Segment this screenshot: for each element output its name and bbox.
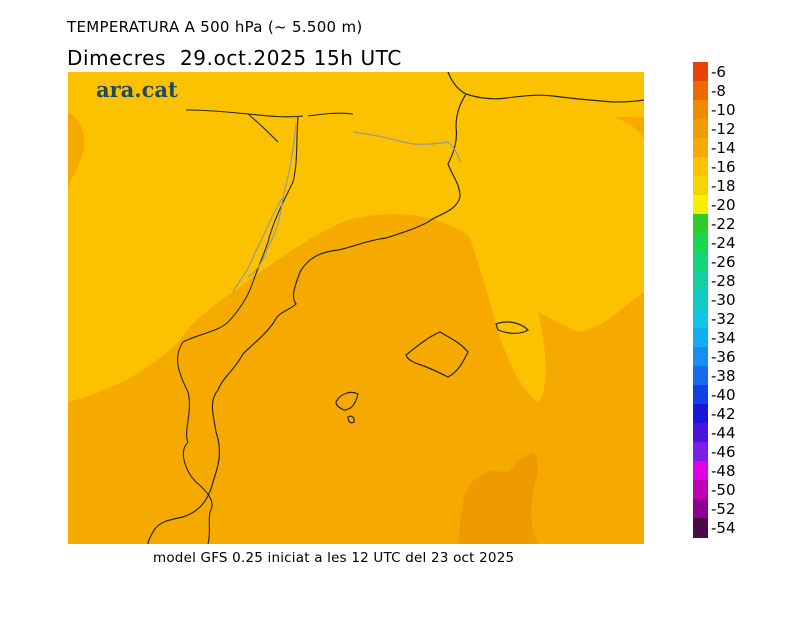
colorbar-tick-label: -20 [711, 196, 736, 214]
colorbar-segment [693, 366, 708, 386]
colorbar-tick-label: -14 [711, 139, 736, 157]
pyrenees-border [352, 131, 461, 163]
colorbar-tick-label: -22 [711, 215, 736, 233]
field-hot-south [458, 453, 538, 544]
colorbar-segment [693, 385, 708, 405]
temperature-map [68, 72, 644, 544]
colorbar-segment [693, 271, 708, 291]
coastline [147, 72, 644, 544]
colorbar-tick-label: -42 [711, 405, 736, 423]
colorbar-segment [693, 176, 708, 196]
colorbar-segment [693, 328, 708, 348]
formentera [347, 415, 355, 424]
colorbar-tick-label: -46 [711, 443, 736, 461]
field-warm-ne [613, 117, 644, 142]
colorbar-segment [693, 252, 708, 272]
colorbar-tick-label: -10 [711, 101, 736, 119]
colorbar-tick-label: -36 [711, 348, 736, 366]
ara-cat-logo: ara.cat [96, 77, 178, 102]
ibiza [335, 391, 359, 411]
mallorca [405, 331, 469, 378]
colorbar-tick-label: -12 [711, 120, 736, 138]
colorbar-tick-label: -24 [711, 234, 736, 252]
colorbar-segment [693, 62, 708, 82]
province-border [232, 121, 297, 293]
colorbar-tick-label: -34 [711, 329, 736, 347]
colorbar-tick-label: -40 [711, 386, 736, 404]
colorbar-tick-label: -18 [711, 177, 736, 195]
colorbar-tick-label: -44 [711, 424, 736, 442]
colorbar-segment [693, 499, 708, 519]
colorbar-tick-label: -26 [711, 253, 736, 271]
field-cool-east [468, 232, 546, 402]
colorbar-tick-label: -52 [711, 500, 736, 518]
field-warm-west [68, 112, 85, 192]
colorbar-tick-label: -38 [711, 367, 736, 385]
colorbar-tick-label: -16 [711, 158, 736, 176]
colorbar-tick-label: -6 [711, 63, 726, 81]
colorbar-tick-label: -54 [711, 519, 736, 537]
colorbar-segment [693, 347, 708, 367]
colorbar-segment [693, 214, 708, 234]
colorbar-tick-label: -32 [711, 310, 736, 328]
colorbar-segment [693, 138, 708, 158]
colorbar-segment [693, 518, 708, 538]
colorbar-tick-label: -50 [711, 481, 736, 499]
colorbar-segment [693, 442, 708, 462]
model-caption: model GFS 0.25 iniciat a les 12 UTC del … [153, 550, 515, 566]
colorbar-segment [693, 309, 708, 329]
colorbar-tick-label: -48 [711, 462, 736, 480]
colorbar-tick-label: -28 [711, 272, 736, 290]
region-border [177, 109, 354, 544]
temperature-colorbar [693, 62, 708, 554]
colorbar-segment [693, 81, 708, 101]
chart-date: Dimecres 29.oct.2025 15h UTC [67, 46, 402, 70]
colorbar-segment [693, 100, 708, 120]
colorbar-segment [693, 480, 708, 500]
colorbar-segment [693, 423, 708, 443]
colorbar-segment [693, 404, 708, 424]
colorbar-segment [693, 195, 708, 215]
menorca [495, 321, 529, 334]
colorbar-segment [693, 461, 708, 481]
colorbar-segment [693, 233, 708, 253]
colorbar-segment [693, 157, 708, 177]
colorbar-segment [693, 119, 708, 139]
colorbar-tick-label: -8 [711, 82, 726, 100]
colorbar-tick-label: -30 [711, 291, 736, 309]
colorbar-segment [693, 290, 708, 310]
chart-title: TEMPERATURA A 500 hPa (~ 5.500 m) [67, 18, 363, 36]
